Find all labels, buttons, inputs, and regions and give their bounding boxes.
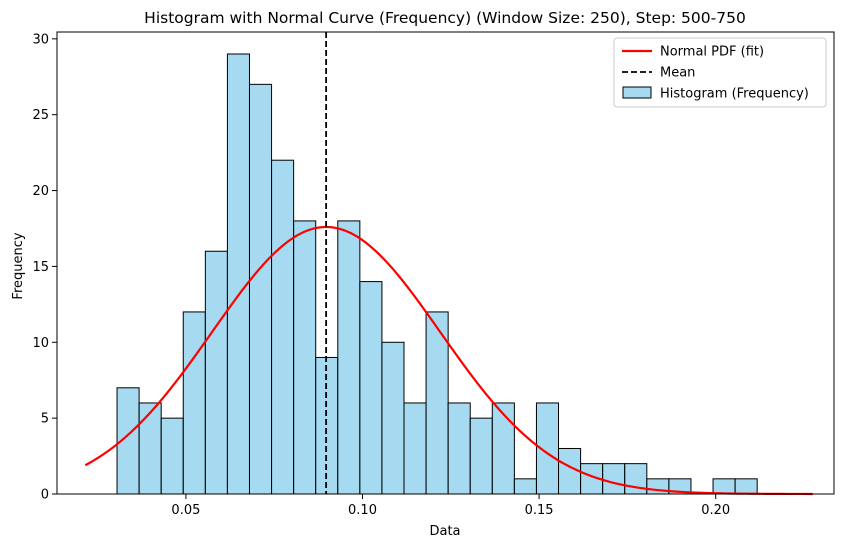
x-tick-label: 0.05 bbox=[171, 503, 200, 518]
y-tick-label: 10 bbox=[32, 336, 49, 351]
histogram-bar bbox=[182, 311, 206, 495]
y-tick-label: 30 bbox=[32, 32, 49, 47]
histogram-bar bbox=[204, 250, 228, 495]
y-tick-label: 15 bbox=[32, 260, 49, 275]
y-tick-label: 5 bbox=[41, 412, 49, 427]
y-axis-title: Frequency bbox=[11, 232, 26, 299]
axes: 0.05 0.10 0.15 0.20 0 5 10 15 20 25 30 bbox=[32, 31, 835, 518]
histogram-bar bbox=[248, 83, 273, 495]
y-tick-label: 25 bbox=[32, 108, 49, 123]
histogram-bars bbox=[116, 53, 758, 495]
y-tick-label: 20 bbox=[32, 184, 49, 199]
histogram-bar bbox=[602, 463, 626, 495]
histogram-bar bbox=[226, 53, 250, 495]
normal-pdf-curve bbox=[84, 225, 813, 496]
histogram-bar bbox=[381, 341, 405, 495]
histogram-bar bbox=[491, 402, 515, 495]
histogram-bar bbox=[138, 402, 162, 495]
legend-swatch-histogram bbox=[622, 86, 652, 99]
histogram-bar bbox=[160, 417, 184, 495]
legend-label-histogram: Histogram (Frequency) bbox=[660, 87, 809, 102]
histogram-bar bbox=[271, 159, 295, 495]
normal-curve-layer bbox=[84, 32, 813, 496]
x-tick-label: 0.15 bbox=[525, 503, 554, 518]
histogram-bar bbox=[403, 402, 427, 495]
histogram-bar bbox=[293, 220, 317, 495]
histogram-bar bbox=[447, 402, 471, 495]
histogram-bar bbox=[513, 478, 537, 495]
legend-label-normal-pdf: Normal PDF (fit) bbox=[660, 45, 764, 60]
histogram-bar bbox=[734, 478, 758, 495]
histogram-bar bbox=[337, 220, 361, 495]
plot-frame bbox=[56, 31, 835, 495]
histogram-bar bbox=[469, 417, 493, 495]
x-tick-label: 0.20 bbox=[701, 503, 730, 518]
x-axis-title: Data bbox=[429, 524, 460, 539]
x-tick-label: 0.10 bbox=[348, 503, 377, 518]
histogram-bar bbox=[359, 281, 383, 495]
legend: Normal PDF (fit) Mean Histogram (Frequency… bbox=[613, 37, 827, 108]
legend-box bbox=[613, 37, 827, 108]
histogram-bar bbox=[712, 478, 736, 495]
chart-title: Histogram with Normal Curve (Frequency) … bbox=[144, 9, 746, 27]
y-tick-label: 0 bbox=[41, 488, 49, 503]
legend-label-mean: Mean bbox=[660, 66, 695, 81]
